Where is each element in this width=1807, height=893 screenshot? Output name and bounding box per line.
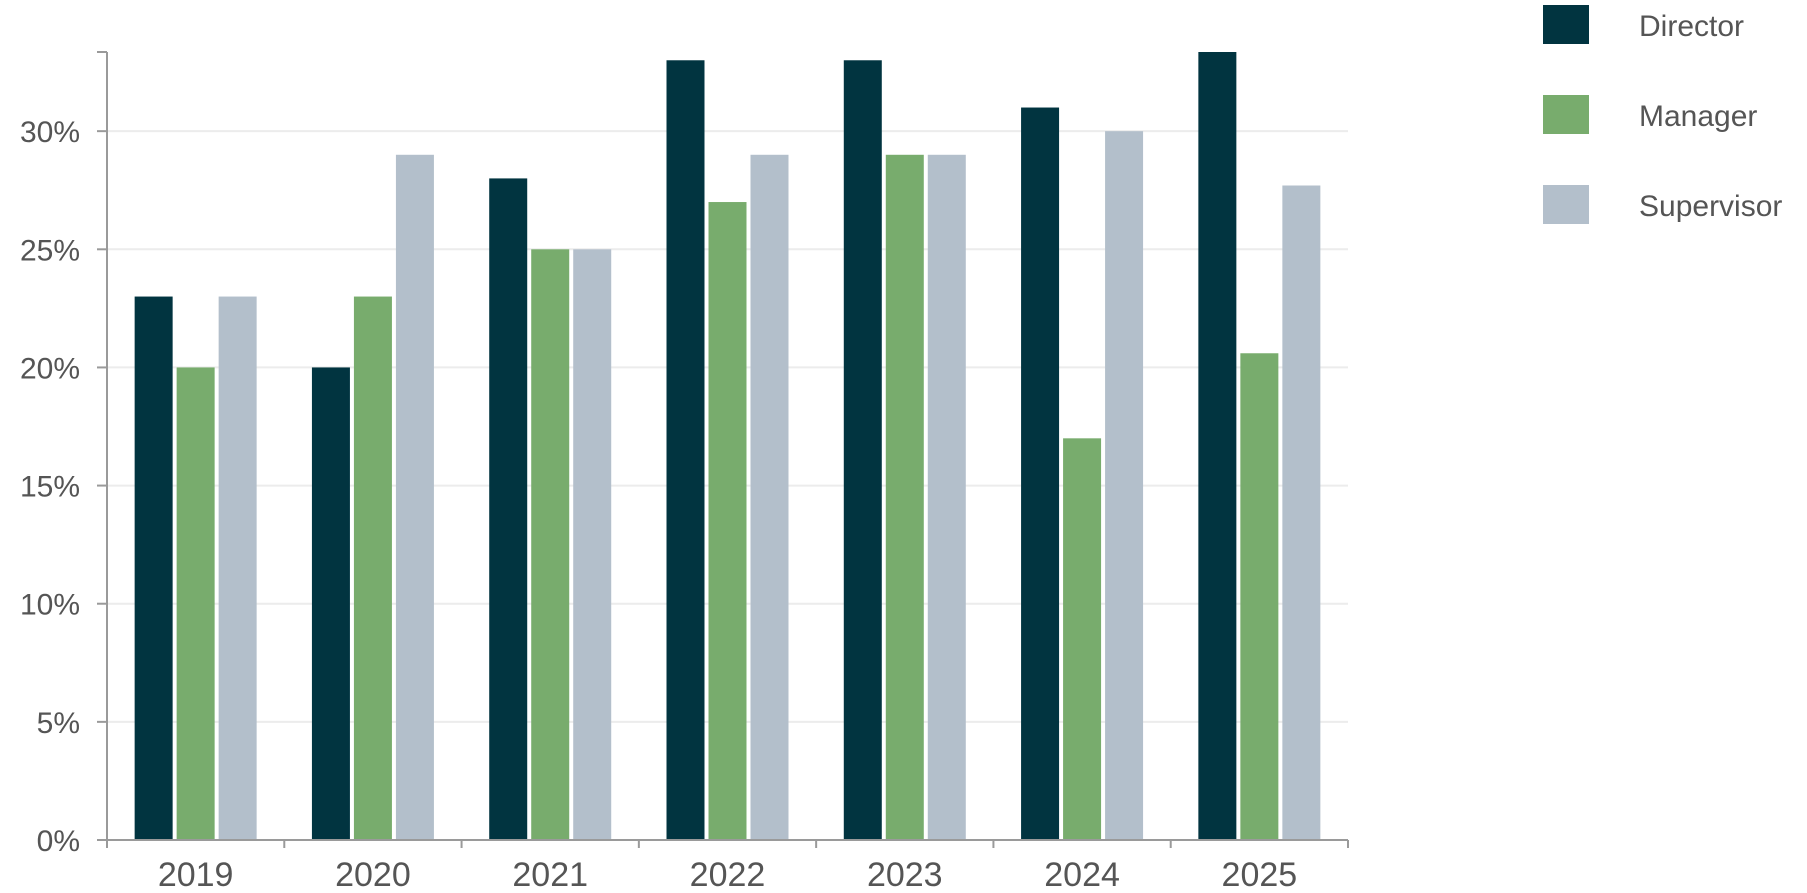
legend-swatch-supervisor	[1543, 185, 1589, 224]
bar-director-2025	[1198, 52, 1237, 840]
y-tick-label: 0%	[37, 825, 80, 858]
bar-supervisor-2021	[573, 249, 612, 840]
bar-director-2024	[1021, 107, 1060, 840]
x-tick-label: 2022	[690, 856, 766, 893]
legend-label-director: Director	[1639, 10, 1744, 43]
legend-swatch-director	[1543, 5, 1589, 44]
y-tick-label: 15%	[20, 471, 80, 504]
y-tick-label: 30%	[20, 116, 80, 149]
bar-manager-2022	[708, 202, 747, 840]
y-tick-label: 10%	[20, 589, 80, 622]
bar-supervisor-2020	[395, 154, 434, 841]
x-tick-label: 2020	[335, 856, 411, 893]
y-tick-label: 25%	[20, 234, 80, 267]
bar-manager-2023	[885, 154, 924, 841]
bar-supervisor-2019	[218, 296, 257, 840]
bar-supervisor-2024	[1105, 131, 1144, 840]
bar-supervisor-2023	[927, 154, 966, 841]
x-tick-label: 2025	[1222, 856, 1298, 893]
x-tick-label: 2019	[158, 856, 234, 893]
x-tick-label: 2024	[1044, 856, 1120, 893]
legend-swatch-manager	[1543, 95, 1589, 134]
legend-label-supervisor: Supervisor	[1639, 190, 1782, 223]
x-category-labels: 2019 2020 2021 2022 2023 2024 2025	[158, 856, 1297, 893]
bars	[134, 52, 1321, 841]
bar-director-2022	[666, 60, 705, 841]
bar-manager-2024	[1063, 438, 1102, 840]
y-tick-label: 20%	[20, 352, 80, 385]
bar-supervisor-2022	[750, 154, 789, 841]
y-tick-label: 5%	[37, 707, 80, 740]
bar-director-2019	[134, 296, 173, 840]
bar-manager-2020	[353, 296, 392, 840]
x-tick-label: 2021	[512, 856, 588, 893]
x-tick-label: 2023	[867, 856, 943, 893]
y-tick-labels: 0% 5% 10% 15% 20% 25% 30%	[20, 116, 80, 858]
legend-label-manager: Manager	[1639, 100, 1757, 133]
axes	[97, 51, 1349, 848]
bar-manager-2021	[531, 249, 570, 840]
legend: Director Manager Supervisor	[1543, 5, 1782, 224]
bar-director-2021	[489, 178, 528, 841]
bar-manager-2025	[1240, 353, 1279, 840]
bar-supervisor-2025	[1282, 185, 1321, 840]
bar-manager-2019	[176, 367, 215, 840]
bar-director-2020	[311, 367, 350, 840]
bar-director-2023	[843, 60, 882, 841]
